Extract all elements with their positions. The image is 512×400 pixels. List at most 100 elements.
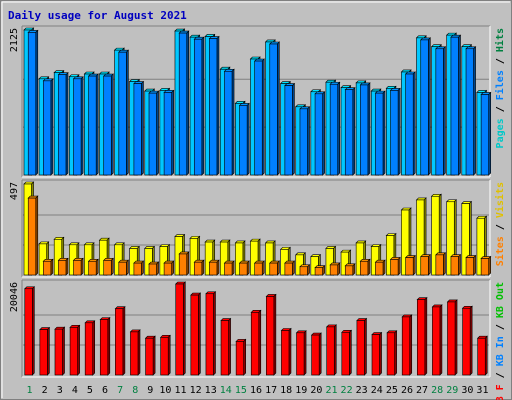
bar-files [269, 41, 281, 176]
panel-legend: KB F / KB In / KB Out [495, 282, 506, 400]
bar-kb-f [129, 329, 141, 376]
bar-kb-f [114, 305, 126, 376]
bar-sites [72, 257, 84, 276]
bar-files [72, 76, 84, 176]
legend-separator: / [495, 318, 506, 336]
bar-files [42, 78, 54, 176]
bar-sites [118, 259, 130, 276]
bar-kb-f [371, 331, 383, 376]
bar-kb-f [431, 304, 443, 376]
x-tick-label: 23 [356, 385, 368, 396]
x-tick-label: 5 [87, 385, 93, 396]
x-tick-label: 8 [132, 385, 138, 396]
y-max-label: 497 [9, 182, 20, 200]
x-tick-label: 19 [295, 385, 307, 396]
panel-legend: Pages / Files / Hits [494, 28, 506, 148]
bar-kb-f [265, 293, 277, 376]
legend-item: KB Out [495, 282, 506, 318]
legend-separator: / [495, 52, 506, 70]
x-tick-label: 20 [310, 385, 322, 396]
bar-files [420, 37, 432, 176]
x-tick-label: 30 [461, 385, 473, 396]
bar-files [389, 87, 401, 176]
bar-kb-f [310, 332, 322, 376]
bar-files [465, 46, 477, 176]
panel-kbytes: 20046 KB F / KB In / KB Out [9, 279, 506, 400]
bar-sites [480, 255, 492, 276]
bar-sites [102, 257, 114, 276]
bar-sites [223, 260, 235, 276]
bar-files [118, 49, 130, 176]
bar-sites [193, 259, 205, 276]
bar-kb-f [325, 324, 337, 376]
bar-kb-f [401, 314, 413, 376]
bar-sites [450, 253, 462, 276]
bar-kb-f [54, 326, 66, 376]
bar-kb-f [235, 338, 247, 376]
x-tick-label: 6 [102, 385, 108, 396]
bar-kb-f [175, 281, 187, 376]
legend-separator: / [495, 100, 506, 118]
x-tick-label: 15 [235, 385, 247, 396]
x-tick-label: 21 [325, 385, 337, 396]
bar-sites [284, 260, 296, 276]
bar-files [208, 35, 220, 176]
x-tick-label: 18 [280, 385, 292, 396]
bar-files [299, 106, 311, 176]
bar-sites [178, 251, 190, 276]
legend-item: Files [494, 70, 506, 100]
bar-kb-f [220, 317, 232, 376]
legend-item: KB F [495, 384, 506, 400]
bar-kb-f [144, 335, 156, 376]
x-tick-label: 3 [57, 385, 63, 396]
x-tick-label: 22 [341, 385, 353, 396]
x-axis-labels: 1 2 3 4 5 6 7 8 9 10 11 12 13 14 15 16 17 18 19 20 21 22 23 24 2… [27, 385, 489, 396]
panel-hits: 2125 Pages / Files / Hits [9, 25, 506, 178]
x-tick-label: 26 [401, 385, 413, 396]
bar-sites [57, 257, 69, 276]
bar-sites [163, 260, 175, 276]
bar-sites [374, 259, 386, 276]
bar-sites [314, 264, 326, 276]
bar-kb-f [250, 309, 262, 376]
bar-kb-f [341, 329, 353, 376]
x-tick-label: 24 [371, 385, 383, 396]
x-tick-label: 4 [72, 385, 78, 396]
bar-sites [359, 258, 371, 276]
bar-kb-f [84, 320, 96, 376]
legend-item: Sites [494, 236, 506, 266]
bar-kb-f [416, 296, 428, 376]
x-tick-label: 28 [431, 385, 443, 396]
bar-sites [465, 254, 477, 276]
legend-separator: / [495, 366, 506, 384]
x-tick-label: 1 [27, 385, 33, 396]
legend-item: Visits [494, 182, 506, 218]
bar-kb-f [69, 324, 81, 376]
bar-files [87, 73, 99, 176]
x-tick-label: 7 [117, 385, 123, 396]
bar-kb-f [159, 334, 171, 376]
bar-files [253, 58, 265, 176]
x-tick-label: 14 [220, 385, 232, 396]
bar-files [223, 68, 235, 176]
x-tick-label: 27 [416, 385, 428, 396]
x-tick-label: 11 [174, 385, 186, 396]
bar-kb-f [356, 317, 368, 376]
x-tick-label: 29 [446, 385, 458, 396]
bar-kb-f [295, 330, 307, 376]
legend-separator: / [495, 218, 506, 236]
x-tick-label: 13 [205, 385, 217, 396]
bar-sites [269, 260, 281, 276]
bar-kb-f [461, 305, 473, 376]
bar-files [163, 89, 175, 176]
bar-files [148, 90, 160, 176]
x-tick-label: 25 [386, 385, 398, 396]
bar-sites [404, 254, 416, 276]
bar-sites [87, 258, 99, 276]
legend-item: Hits [494, 28, 506, 52]
legend-item: Pages [495, 118, 506, 148]
bar-kb-f [386, 330, 398, 376]
bar-sites [253, 260, 265, 276]
